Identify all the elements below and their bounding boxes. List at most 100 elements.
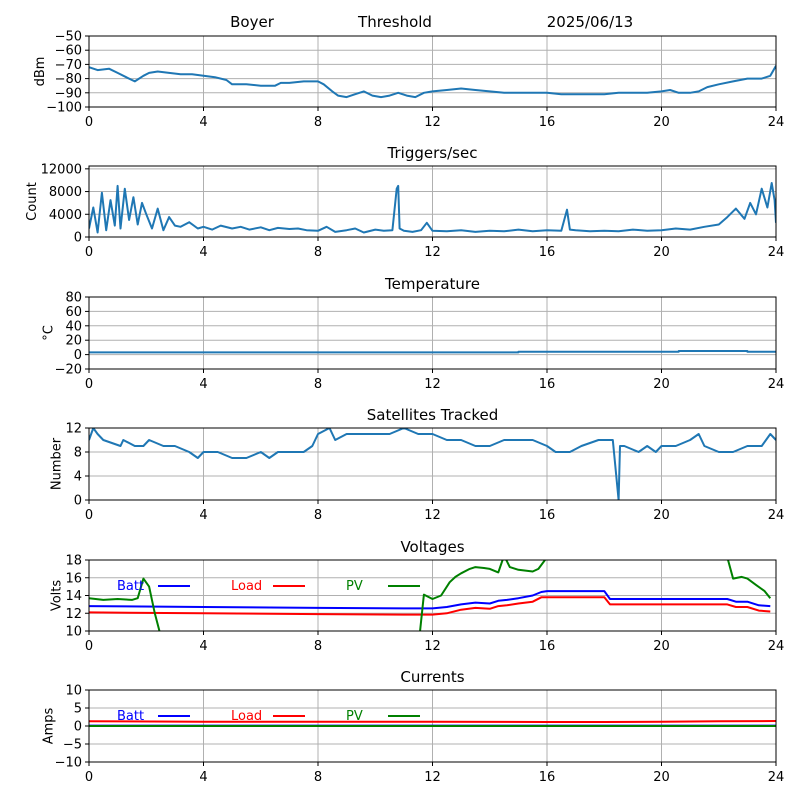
panel-triggers: 0 4 8 12 16 20 24 0 4000 8000 12000 Triggers/sec Cou… <box>25 144 784 260</box>
panel-currents: 0 4 8 12 16 20 24 −10 −5 0 5 10 Currents Amps Batt Load… <box>41 668 784 785</box>
x-tick-label: 0 <box>85 245 93 260</box>
series-line-0 <box>89 65 776 99</box>
y-axis-label: Amps <box>41 707 56 744</box>
x-tick-label: 24 <box>768 770 785 785</box>
x-tick-label: 24 <box>768 115 785 130</box>
x-tick-label: 20 <box>653 115 670 130</box>
x-tick-label: 16 <box>539 508 556 523</box>
x-tick-label: 12 <box>424 115 441 130</box>
y-tick-label: −60 <box>55 44 82 59</box>
y-tick-label: −10 <box>55 756 82 771</box>
y-tick-label: −90 <box>55 86 82 101</box>
series-line-0 <box>89 182 776 234</box>
x-tick-label: 0 <box>85 770 93 785</box>
x-tick-label: 20 <box>653 639 670 654</box>
y-tick-label: 16 <box>65 571 82 586</box>
panel-threshold: 0 4 8 12 16 20 24 −100−90−80−70−60−50 dBm <box>33 30 784 131</box>
chart-title: Satellites Tracked <box>367 406 498 424</box>
x-tick-label: 24 <box>768 245 785 260</box>
y-axis-label: °C <box>41 325 56 341</box>
y-tick-label: 18 <box>65 554 82 569</box>
y-tick-label: 4 <box>74 470 82 485</box>
x-tick-label: 20 <box>653 245 670 260</box>
y-tick-label: 40 <box>65 319 82 334</box>
legend-label-batt: Batt <box>117 579 144 594</box>
y-tick-label: 8 <box>74 446 82 461</box>
series-line-load <box>89 720 776 723</box>
header-date: 2025/06/13 <box>547 13 633 31</box>
x-tick-label: 12 <box>424 770 441 785</box>
y-tick-label: 0 <box>74 720 82 735</box>
legend-label-pv: PV <box>346 579 363 594</box>
y-tick-label: 60 <box>65 305 82 320</box>
x-tick-label: 20 <box>653 508 670 523</box>
legend-label-load: Load <box>231 579 262 594</box>
x-tick-label: 16 <box>539 377 556 392</box>
x-tick-label: 8 <box>314 245 322 260</box>
x-tick-label: 4 <box>199 508 207 523</box>
x-tick-label: 4 <box>199 639 207 654</box>
chart-title: Triggers/sec <box>387 144 478 162</box>
x-tick-label: 8 <box>314 639 322 654</box>
legend-label-load: Load <box>231 709 262 724</box>
y-tick-label: −100 <box>46 101 82 116</box>
y-tick-label: 12 <box>65 607 82 622</box>
panel-satellites: 0 4 8 12 16 20 24 0 4 8 12 Satellites Tracked Number <box>50 406 785 523</box>
chart-title: Temperature <box>384 275 480 293</box>
y-axis-label: Count <box>25 182 40 221</box>
header-mode: Threshold <box>357 13 432 31</box>
x-tick-label: 4 <box>199 377 207 392</box>
x-tick-label: 16 <box>539 639 556 654</box>
x-tick-label: 12 <box>424 377 441 392</box>
x-tick-label: 12 <box>424 245 441 260</box>
x-tick-label: 24 <box>768 639 785 654</box>
y-axis-label: dBm <box>33 57 48 87</box>
x-tick-label: 0 <box>85 377 93 392</box>
x-tick-label: 8 <box>314 508 322 523</box>
x-tick-label: 20 <box>653 377 670 392</box>
y-tick-label: 10 <box>65 684 82 699</box>
x-tick-label: 12 <box>424 508 441 523</box>
y-tick-label: 4000 <box>49 208 82 223</box>
y-tick-label: −70 <box>55 58 82 73</box>
y-axis-label: Number <box>50 437 65 490</box>
x-tick-label: 24 <box>768 508 785 523</box>
x-tick-label: 20 <box>653 770 670 785</box>
panel-voltages: 0 4 8 12 16 20 24 10 12 14 16 18 Voltages Volts Batt Lo… <box>50 538 785 654</box>
y-tick-label: −5 <box>63 738 82 753</box>
x-tick-label: 12 <box>424 639 441 654</box>
series-line-0 <box>89 428 776 500</box>
x-tick-label: 16 <box>539 115 556 130</box>
y-tick-label: 8000 <box>49 185 82 200</box>
x-tick-label: 4 <box>199 245 207 260</box>
y-tick-label: 5 <box>74 702 82 717</box>
legend-label-pv: PV <box>346 709 363 724</box>
y-tick-label: −20 <box>55 363 82 378</box>
x-tick-label: 24 <box>768 377 785 392</box>
y-tick-label: 0 <box>74 231 82 246</box>
y-tick-label: 12 <box>65 422 82 437</box>
series-line-batt <box>89 590 771 610</box>
y-tick-label: 80 <box>65 291 82 306</box>
x-tick-label: 0 <box>85 508 93 523</box>
chart-title: Voltages <box>400 538 464 556</box>
x-tick-label: 8 <box>314 770 322 785</box>
header-station: Boyer <box>230 13 275 31</box>
series-line-load <box>89 596 771 616</box>
y-tick-label: 20 <box>65 334 82 349</box>
series-line-0 <box>89 350 776 354</box>
y-tick-label: 12000 <box>41 162 82 177</box>
legend-label-batt: Batt <box>117 709 144 724</box>
x-tick-label: 0 <box>85 115 93 130</box>
y-axis-label: Volts <box>50 580 65 612</box>
x-tick-label: 4 <box>199 115 207 130</box>
x-tick-label: 8 <box>314 377 322 392</box>
x-tick-label: 16 <box>539 245 556 260</box>
series-line-pv <box>89 560 772 631</box>
y-tick-label: 14 <box>65 589 82 604</box>
y-tick-label: 0 <box>74 348 82 363</box>
